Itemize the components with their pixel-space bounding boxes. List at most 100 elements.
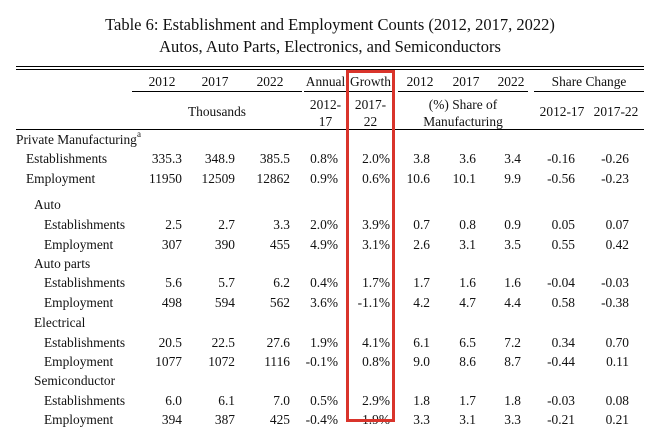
table-cell: 3.4	[504, 151, 521, 166]
table-cell: 2.5	[165, 217, 182, 232]
table-cell: 9.0	[413, 354, 430, 369]
table-cell: 3.6	[459, 151, 476, 166]
table-cell: 1.7	[413, 275, 430, 290]
table-cell: 1072	[208, 354, 235, 369]
header-year-2012: 2012	[148, 74, 176, 89]
header-growth-2-top: 2017-	[354, 97, 387, 112]
header-year-2022: 2022	[256, 74, 284, 89]
table-cell: 7.2	[504, 335, 521, 350]
table-cell: 3.3	[413, 412, 430, 427]
table-cell: 22.5	[211, 335, 235, 350]
table-cell: -0.4%	[305, 412, 338, 427]
table-cell: 3.3	[273, 217, 290, 232]
header-share-2012: 2012	[406, 74, 434, 89]
table-cell: 0.7	[413, 217, 430, 232]
table-cell: 0.9%	[310, 171, 338, 186]
table-cell: 6.1	[218, 393, 235, 408]
header-share-change: Share Change	[551, 74, 627, 89]
table-cell: 8.6	[459, 354, 476, 369]
header-share-2017: 2017	[452, 74, 480, 89]
header-share-change-1: 2012-17	[539, 104, 585, 119]
table-cell: -0.23	[601, 171, 629, 186]
table-cell: 1077	[155, 354, 182, 369]
table-cell: 0.08	[605, 393, 629, 408]
header-thousands: Thousands	[187, 104, 247, 119]
table-cell: 27.6	[266, 335, 290, 350]
table-cell: 12509	[201, 171, 235, 186]
section-label-parts: Auto parts	[34, 256, 91, 271]
header-pct-share-2: Manufacturing	[423, 114, 503, 129]
header-share-change-2: 2017-22	[593, 104, 639, 119]
table-cell: -0.38	[601, 295, 629, 310]
row-label: Employment	[26, 171, 96, 186]
header-growth-1-top: 2012-	[309, 97, 342, 112]
table-cell: 307	[161, 237, 182, 252]
table-cell: 498	[161, 295, 182, 310]
underline-growth	[304, 91, 394, 92]
table-cell: 9.9	[504, 171, 521, 186]
section-label-semi: Semiconductor	[34, 373, 116, 388]
header-growth-2-bottom: 22	[363, 114, 378, 129]
table-cell: 3.5	[504, 237, 521, 252]
top-rule-thin	[16, 66, 644, 67]
table-cell: 4.9%	[310, 237, 338, 252]
section-label-elec: Electrical	[34, 315, 86, 330]
table-cell: 20.5	[158, 335, 182, 350]
table-cell: 3.6%	[310, 295, 338, 310]
table-cell: 1.8	[413, 393, 430, 408]
table-cell: 0.42	[605, 237, 629, 252]
table-cell: 0.8%	[362, 354, 390, 369]
header-bottom-rule	[16, 129, 644, 130]
table-cell: 6.2	[273, 275, 290, 290]
header-share-2022: 2022	[497, 74, 525, 89]
table-cell: 0.05	[551, 217, 575, 232]
table-cell: 2.9%	[362, 393, 390, 408]
table-cell: 394	[161, 412, 182, 427]
table-cell: 8.7	[504, 354, 521, 369]
table-cell: 5.7	[218, 275, 235, 290]
table-cell: 10.1	[452, 171, 476, 186]
section-label-private: Private Manufacturing	[16, 132, 137, 147]
table-cell: 0.9	[504, 217, 521, 232]
top-rule-double	[16, 69, 644, 70]
table-cell: 3.1%	[362, 237, 390, 252]
growth-column-highlight	[346, 70, 395, 422]
table-cell: 562	[269, 295, 290, 310]
table-cell: 2.7	[218, 217, 235, 232]
table-cell: 4.7	[459, 295, 476, 310]
table-cell: 2.0%	[310, 217, 338, 232]
header-year-2017: 2017	[201, 74, 229, 89]
table-cell: 0.4%	[310, 275, 338, 290]
row-label: Establishments	[44, 217, 126, 232]
table-cell: 4.1%	[362, 335, 390, 350]
row-label: Employment	[44, 295, 114, 310]
table-cell: 425	[269, 412, 290, 427]
table-cell: 6.0	[165, 393, 182, 408]
table-cell: 1.9%	[310, 335, 338, 350]
table-cell: 5.6	[165, 275, 182, 290]
table-cell: -0.04	[547, 275, 575, 290]
table-cell: 0.70	[605, 335, 629, 350]
row-label: Establishments	[44, 335, 126, 350]
table-cell: 0.8	[459, 217, 476, 232]
section-label-auto: Auto	[34, 197, 61, 212]
table-cell: 7.0	[273, 393, 290, 408]
table-cell: 2.6	[413, 237, 430, 252]
table-cell: -0.56	[547, 171, 575, 186]
table-cell: 6.1	[413, 335, 430, 350]
table-cell: 1116	[264, 354, 290, 369]
table-cell: 0.5%	[310, 393, 338, 408]
footnote-marker: a	[137, 129, 141, 139]
table-cell: 4.4	[504, 295, 521, 310]
table-cell: 4.2	[413, 295, 430, 310]
table-cell: -0.21	[547, 412, 575, 427]
table-cell: 2.0%	[362, 151, 390, 166]
table-cell: 12862	[256, 171, 290, 186]
table-cell: 1.6	[504, 275, 521, 290]
header-pct-share-1: (%) Share of	[428, 97, 498, 112]
table-cell: 335.3	[151, 151, 182, 166]
table-cell: 348.9	[204, 151, 235, 166]
table-title-line-2: Autos, Auto Parts, Electronics, and Semi…	[159, 37, 501, 56]
table-cell: 594	[214, 295, 235, 310]
table-cell: -0.1%	[305, 354, 338, 369]
